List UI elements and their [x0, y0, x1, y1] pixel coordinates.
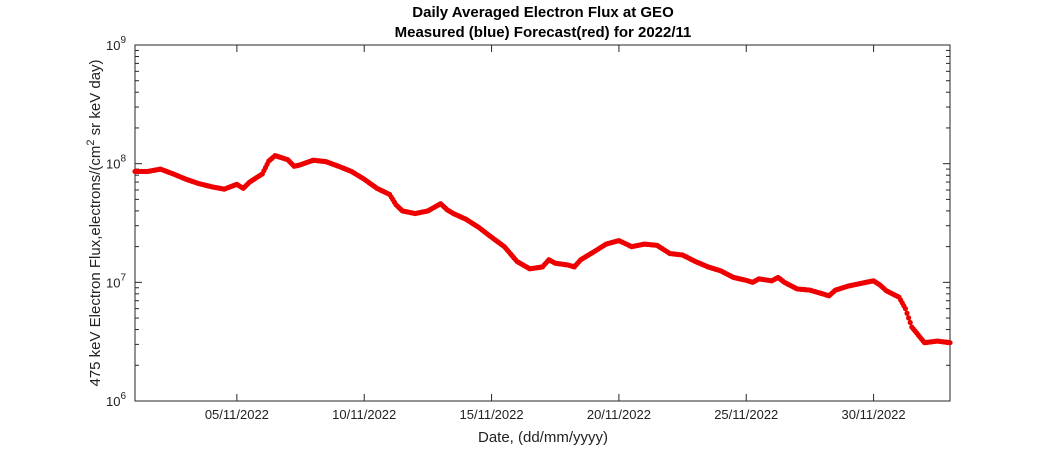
- x-tick-label: 15/11/2022: [460, 407, 524, 422]
- data-point: [902, 306, 909, 312]
- chart-title: Daily Averaged Electron Flux at GEO: [412, 4, 674, 21]
- x-tick-label: 05/11/2022: [205, 407, 269, 422]
- y-tick-exponent: 9: [120, 35, 126, 46]
- y-tick-exponent: 6: [120, 391, 126, 402]
- x-axis-label: Date, (dd/mm/yyyy): [478, 429, 608, 446]
- y-axis-label-sup: 2: [85, 139, 97, 145]
- y-tick-exponent: 7: [120, 272, 126, 283]
- y-tick-label: 107: [106, 272, 126, 290]
- x-tick-label: 20/11/2022: [587, 407, 651, 422]
- y-tick-base: 10: [106, 157, 120, 172]
- y-tick-exponent: 8: [120, 154, 126, 165]
- y-axis-label: 475 keV Electron Flux,electrons/(cm2 sr …: [85, 59, 104, 386]
- data-points: [132, 152, 953, 346]
- axis-ticks: 05/11/2022 10/11/2022 15/11/2022 20/11/2022…: [106, 35, 950, 422]
- data-point-interp: [907, 319, 913, 326]
- plot-area: [134, 44, 951, 402]
- y-tick-base: 10: [106, 275, 120, 290]
- y-axis-label-tail: sr keV day): [87, 59, 104, 139]
- data-point: [947, 340, 953, 346]
- y-tick-base: 10: [106, 38, 120, 53]
- chart-subtitle: Measured (blue) Forecast(red) for 2022/1…: [395, 24, 692, 41]
- x-tick-label: 25/11/2022: [714, 407, 778, 422]
- x-tick-label: 10/11/2022: [332, 407, 396, 422]
- y-tick-base: 10: [106, 394, 120, 409]
- data-point-interp: [906, 315, 912, 321]
- y-tick-label: 108: [106, 154, 126, 172]
- data-point-interp: [904, 310, 910, 316]
- x-tick-label: 30/11/2022: [842, 407, 906, 422]
- y-axis-label-main: 475 keV Electron Flux,electrons/(cm: [87, 146, 104, 387]
- y-tick-label: 109: [106, 35, 126, 53]
- y-tick-label: 106: [106, 391, 126, 409]
